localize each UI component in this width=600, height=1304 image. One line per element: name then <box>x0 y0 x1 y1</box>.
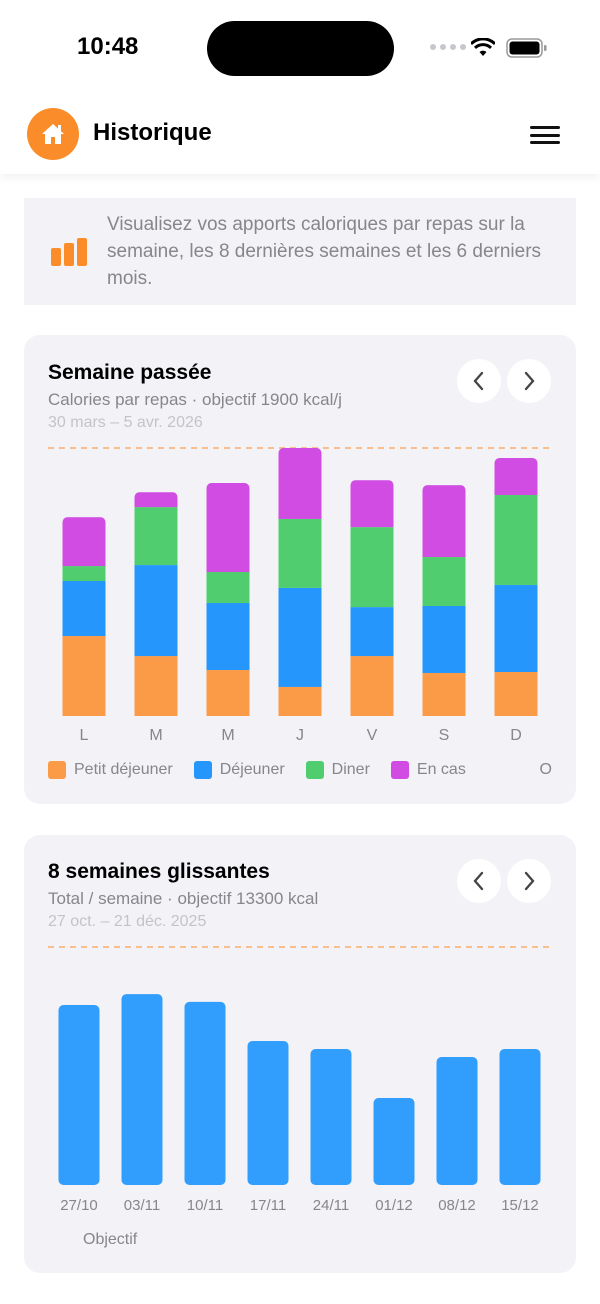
legend-swatch <box>305 761 324 779</box>
legend-label: En cas <box>416 761 466 778</box>
bar-segment-déjeuner <box>494 584 538 672</box>
card-title: 8 semaines glissantes <box>48 860 270 883</box>
bar-segment-en-cas <box>350 480 394 528</box>
page-title: Historique <box>93 119 212 146</box>
bar <box>58 1004 100 1185</box>
x-tick-label: V <box>367 727 378 744</box>
legend-swatch <box>48 761 66 779</box>
x-tick-label: J <box>296 727 304 744</box>
chevron-right-icon <box>524 871 535 891</box>
bar-segment-en-cas <box>494 458 538 495</box>
legend-label: Déjeuner <box>219 761 285 778</box>
bar-segment-en-cas <box>134 492 178 508</box>
x-tick-label: L <box>80 727 89 744</box>
card-subtitle: Total / semaine · objectif 13300 kcal <box>48 889 319 908</box>
legend-diner: Diner <box>305 761 370 779</box>
bar <box>247 1040 289 1185</box>
chevron-left-icon <box>473 371 484 391</box>
status-time: 10:48 <box>77 33 139 60</box>
bar-segment-petit-déjeuner <box>422 672 466 716</box>
x-tick-label: M <box>221 727 234 744</box>
legend-dejeuner: Déjeuner <box>193 761 285 779</box>
x-tick-label: S <box>439 727 450 744</box>
bar-chart-icon <box>51 238 87 266</box>
bar-segment-déjeuner <box>134 565 178 657</box>
bar-segment-déjeuner <box>422 605 466 673</box>
previous-button[interactable] <box>457 359 501 403</box>
bar-segment-en-cas <box>278 448 322 519</box>
hamburger-icon[interactable] <box>530 126 560 144</box>
house-icon <box>42 124 64 144</box>
next-button[interactable] <box>507 859 551 903</box>
app-header: Historique <box>0 92 600 174</box>
signal-icon <box>430 44 466 50</box>
card-title: Semaine passée <box>48 361 212 384</box>
bar-segment-diner <box>206 571 250 604</box>
battery-icon <box>506 38 547 58</box>
bar-segment-diner <box>62 566 106 582</box>
bar <box>373 1098 415 1185</box>
x-tick-label: 15/12 <box>501 1197 539 1214</box>
legend-label: Diner <box>331 761 370 778</box>
bar <box>499 1049 541 1185</box>
bar <box>436 1057 478 1185</box>
bar-segment-en-cas <box>206 482 250 572</box>
info-text: Visualisez vos apports caloriques par re… <box>107 214 542 289</box>
bar-segment-diner <box>350 527 394 608</box>
legend-petit-dejeuner: Petit déjeuner <box>48 761 173 779</box>
bar-segment-déjeuner <box>62 581 106 637</box>
bar-segment-petit-déjeuner <box>134 656 178 716</box>
x-tick-label: 10/11 <box>187 1197 223 1214</box>
bar <box>310 1049 352 1185</box>
bar-segment-en-cas <box>422 485 466 558</box>
date-range: 30 mars – 5 avr. 2026 <box>48 414 203 431</box>
x-tick-label: 03/11 <box>124 1197 160 1214</box>
dynamic-island <box>207 21 394 76</box>
x-tick-label: 17/11 <box>250 1197 286 1214</box>
x-tick-label: 08/12 <box>438 1197 476 1214</box>
bar-segment-petit-déjeuner <box>206 670 250 716</box>
bar-segment-déjeuner <box>350 607 394 657</box>
legend-objectif-truncated: O <box>539 761 552 778</box>
legend-swatch <box>193 761 212 779</box>
home-button[interactable] <box>27 108 79 160</box>
previous-button[interactable] <box>457 859 501 903</box>
x-tick-label: M <box>149 727 162 744</box>
wifi-icon <box>471 38 495 56</box>
legend-en-cas: En cas <box>390 761 466 779</box>
next-button[interactable] <box>507 359 551 403</box>
bar-segment-déjeuner <box>206 603 250 671</box>
date-range: 27 oct. – 21 déc. 2025 <box>48 913 207 930</box>
bar-segment-diner <box>134 507 178 566</box>
legend-objectif: Objectif <box>83 1231 138 1248</box>
bar <box>184 1001 226 1185</box>
bar-segment-petit-déjeuner <box>494 671 538 716</box>
weekly-meals-card: Semaine passée Calories par repas · obje… <box>24 335 576 804</box>
legend-label: Petit déjeuner <box>74 761 173 778</box>
x-tick-label: 24/11 <box>313 1197 349 1214</box>
x-tick-label: 27/10 <box>60 1197 98 1214</box>
chevron-right-icon <box>524 371 535 391</box>
bar-segment-diner <box>422 557 466 606</box>
chart-legend: Petit déjeuner Déjeuner Diner En cas O <box>48 761 552 779</box>
x-tick-label: D <box>510 727 522 744</box>
info-banner: Visualisez vos apports caloriques par re… <box>24 198 576 305</box>
weekly-total-bar-chart: 27/10 03/11 10/11 17/11 24/11 01/12 08/12 15/12 <box>48 946 552 1214</box>
rolling-weeks-card: 8 semaines glissantes Total / semaine · … <box>24 835 576 1273</box>
bar-segment-diner <box>494 494 538 585</box>
bar-segment-diner <box>278 518 322 588</box>
x-tick-label: 01/12 <box>375 1197 413 1214</box>
bar-segment-petit-déjeuner <box>278 686 322 716</box>
bar-segment-déjeuner <box>278 587 322 687</box>
bar-segment-petit-déjeuner <box>62 636 106 716</box>
bar-segment-en-cas <box>62 517 106 567</box>
chevron-left-icon <box>473 871 484 891</box>
bar-segment-petit-déjeuner <box>350 656 394 716</box>
card-subtitle: Calories par repas · objectif 1900 kcal/… <box>48 390 342 409</box>
bar <box>121 994 163 1185</box>
legend-swatch <box>390 761 409 779</box>
